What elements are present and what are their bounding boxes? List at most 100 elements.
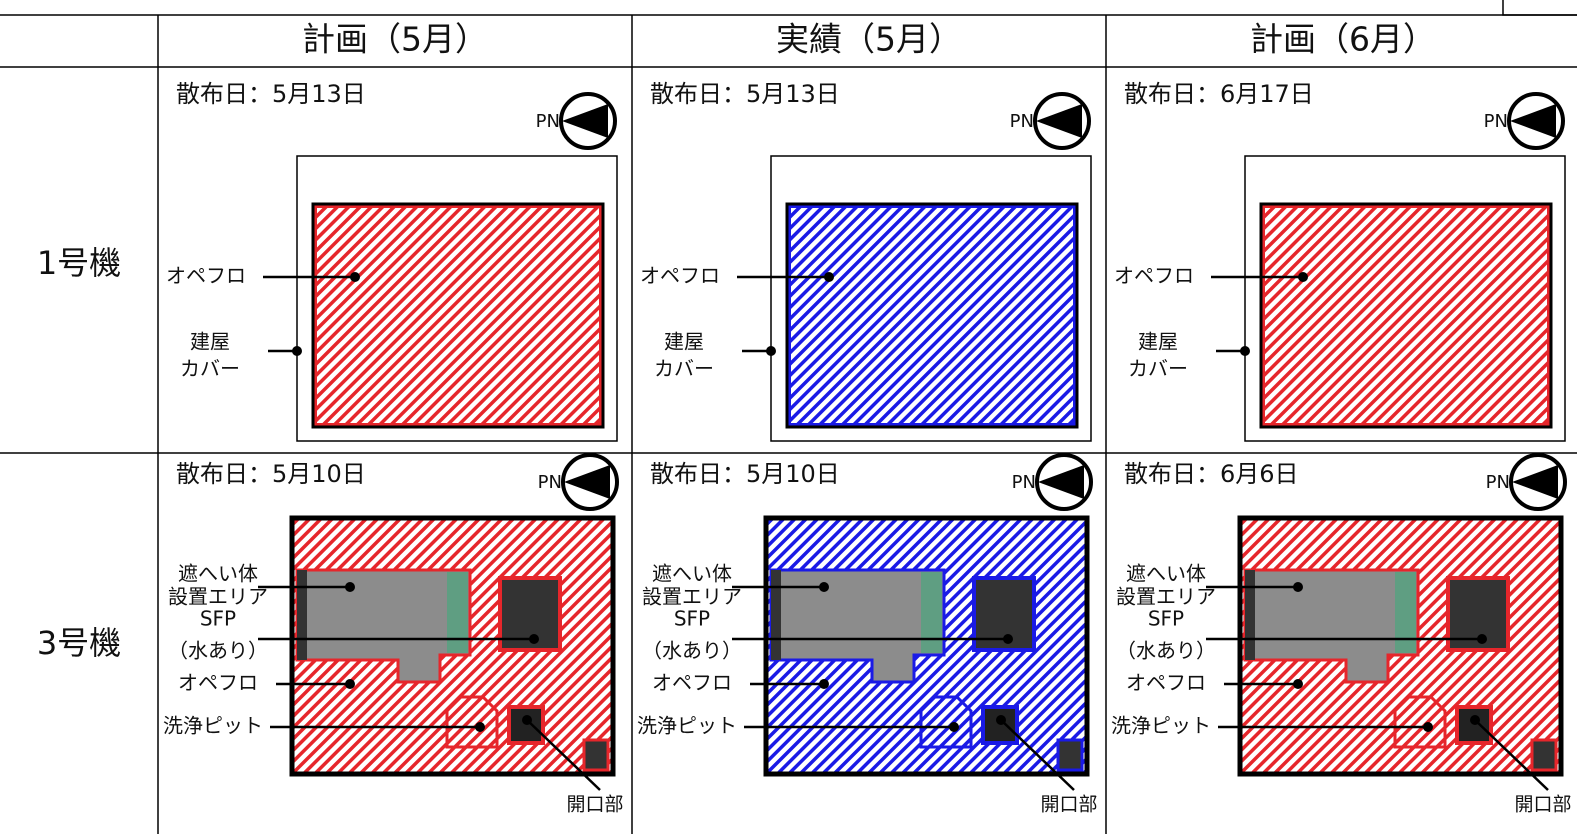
column-header: 計画（6月） [1250, 20, 1436, 59]
shield-strip [1245, 570, 1255, 660]
leader-dot [475, 722, 485, 732]
leader-dot [345, 679, 355, 689]
pit-square [507, 705, 545, 745]
opening [1056, 738, 1084, 772]
label: 設置エリア [168, 585, 268, 609]
washing-pit [919, 695, 973, 749]
opening [1530, 738, 1558, 772]
washing-pit [1393, 695, 1447, 749]
label: オペフロ [178, 671, 258, 695]
label: オペフロ [1114, 264, 1194, 288]
leader-dot [1298, 272, 1308, 282]
north-label: PN [1484, 111, 1508, 132]
label: カバー [1128, 357, 1188, 381]
pit-square [981, 705, 1019, 745]
column-header: 計画（5月） [302, 20, 488, 59]
label: 遮へい体 [1126, 562, 1206, 586]
legend-box [1502, 0, 1577, 16]
label: 遮へい体 [652, 562, 732, 586]
row-label: 3号機 [37, 624, 121, 662]
leader-line [1474, 719, 1549, 791]
label: 散布日：5月10日 [176, 460, 366, 488]
leader-dot [819, 582, 829, 592]
leader-dot [819, 679, 829, 689]
opening [582, 738, 610, 772]
label: SFP [1148, 607, 1184, 631]
leader-dot [824, 272, 834, 282]
label: 洗浄ピット [637, 714, 737, 738]
row-label: 1号機 [37, 244, 121, 282]
label: 開口部 [1514, 794, 1571, 816]
north-arrow [1036, 104, 1082, 138]
north-label: PN [536, 111, 560, 132]
leader-dot [350, 272, 360, 282]
label: 設置エリア [642, 585, 742, 609]
leader-dot [1293, 679, 1303, 689]
pit-square [1455, 705, 1493, 745]
north-label: PN [1486, 472, 1510, 493]
operating-floor-outline [311, 202, 605, 429]
leader-dot [1003, 634, 1013, 644]
shield-area [295, 568, 472, 684]
label: 開口部 [566, 794, 623, 816]
label: オペフロ [1126, 671, 1206, 695]
label: 遮へい体 [178, 562, 258, 586]
north-arrow [1512, 465, 1558, 499]
label: 散布日：6月6日 [1124, 460, 1299, 488]
label: 散布日：5月13日 [176, 80, 366, 108]
north-arrow [1510, 104, 1556, 138]
label: カバー [654, 357, 714, 381]
label: SFP [674, 607, 710, 631]
operating-floor [313, 204, 603, 427]
leader-dot [949, 722, 959, 732]
label: オペフロ [652, 671, 732, 695]
operating-floor [787, 204, 1077, 427]
label: （水あり） [1116, 639, 1216, 663]
leader-dot [766, 346, 776, 356]
shield-strip [771, 570, 781, 660]
green-strip [1395, 572, 1416, 653]
leader-line [1000, 719, 1075, 791]
leader-dot [1240, 346, 1250, 356]
label: 散布日：6月17日 [1124, 80, 1314, 108]
label: 建屋 [190, 330, 230, 354]
green-strip [447, 572, 468, 653]
column-header: 実績（5月） [776, 20, 962, 59]
label: オペフロ [640, 264, 720, 288]
label: SFP [200, 607, 236, 631]
north-label: PN [538, 472, 562, 493]
label: オペフロ [166, 264, 246, 288]
shield-area [1243, 568, 1420, 684]
leader-dot [292, 346, 302, 356]
leader-dot [1477, 634, 1487, 644]
label: 洗浄ピット [1111, 714, 1211, 738]
leader-dot [1293, 582, 1303, 592]
operating-floor-outline [1259, 202, 1553, 429]
shield-strip [297, 570, 307, 660]
north-arrow [564, 465, 610, 499]
label: 散布日：5月10日 [650, 460, 840, 488]
label: 建屋 [1138, 330, 1178, 354]
leader-dot [345, 582, 355, 592]
operating-floor [1261, 204, 1551, 427]
operating-floor-outline [785, 202, 1079, 429]
label: 洗浄ピット [163, 714, 263, 738]
north-arrow [1038, 465, 1084, 499]
label: 散布日：5月13日 [650, 80, 840, 108]
label: 開口部 [1040, 794, 1097, 816]
shield-area [769, 568, 946, 684]
leader-dot [1423, 722, 1433, 732]
leader-dot [529, 634, 539, 644]
label: 建屋 [664, 330, 704, 354]
label: カバー [180, 357, 240, 381]
label: 設置エリア [1116, 585, 1216, 609]
label: （水あり） [642, 639, 742, 663]
